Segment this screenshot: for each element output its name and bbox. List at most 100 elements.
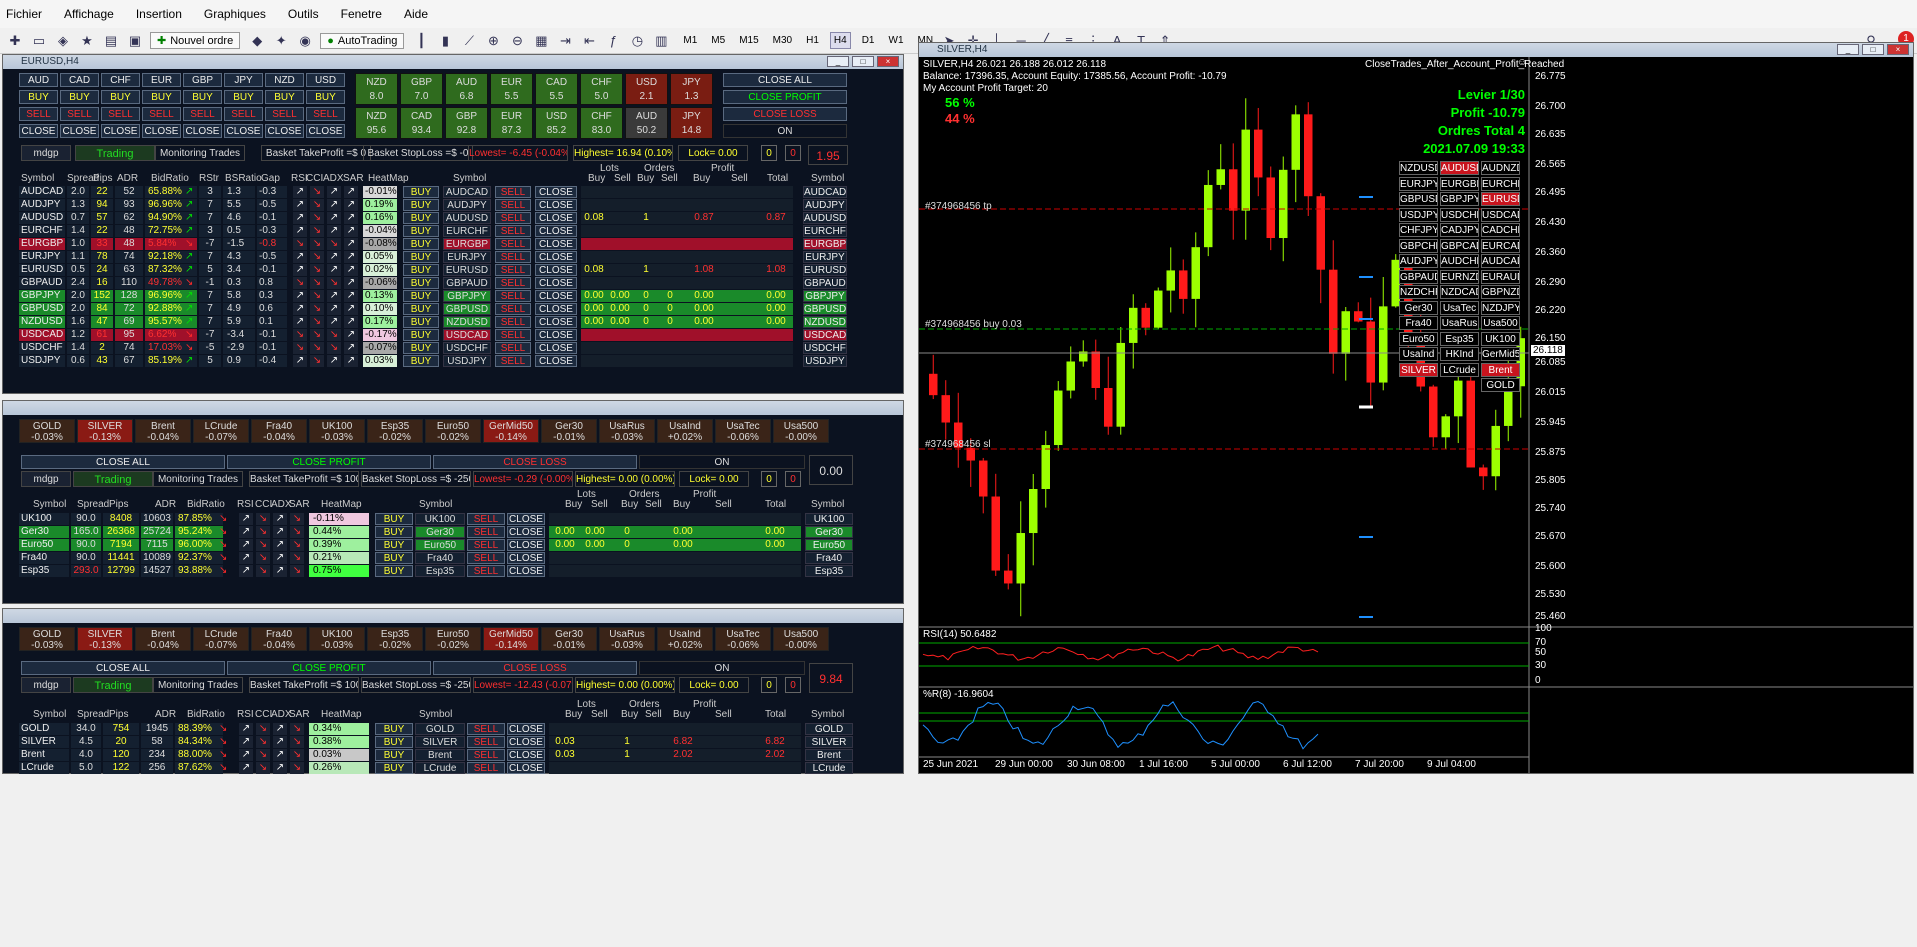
row-close-button[interactable]: CLOSE — [535, 303, 577, 315]
row-close-button[interactable]: CLOSE — [535, 212, 577, 224]
row-buy-button[interactable]: BUY — [375, 565, 413, 577]
row-close-button[interactable]: CLOSE — [535, 316, 577, 328]
row-symbol-cell[interactable]: GOLD — [415, 723, 465, 735]
row-sell-button[interactable]: SELL — [495, 186, 531, 198]
currency-cad-button[interactable]: CAD — [60, 73, 99, 87]
symbol-cell[interactable]: LCrude — [19, 762, 69, 774]
index-usatec[interactable]: UsaTec -0.06% — [715, 419, 771, 443]
close-cad-button[interactable]: CLOSE — [60, 124, 99, 138]
row-buy-button[interactable]: BUY — [375, 736, 413, 748]
symbol-cell[interactable]: USDCHF — [19, 342, 65, 354]
right-symbol-cell[interactable]: GBPUSD — [803, 303, 847, 315]
symbol-cell[interactable]: EURGBP — [19, 238, 65, 250]
index-gold[interactable]: GOLD -0.03% — [19, 419, 75, 443]
symbol-cell[interactable]: NZDUSD — [19, 316, 65, 328]
row-sell-button[interactable]: SELL — [495, 277, 531, 289]
symbol-cell[interactable]: SILVER — [19, 736, 69, 748]
indicators-icon[interactable]: ƒ — [609, 33, 617, 48]
symbol-grid-usdjpy[interactable]: USDJPY — [1399, 207, 1438, 222]
symbol-cell[interactable]: EURJPY — [19, 251, 65, 263]
index-usarus[interactable]: UsaRus -0.03% — [599, 627, 655, 651]
row-buy-button[interactable]: BUY — [403, 225, 439, 237]
row-symbol-cell[interactable]: GBPJPY — [443, 290, 491, 302]
right-symbol-cell[interactable]: SILVER — [805, 736, 853, 748]
row-symbol-cell[interactable]: Euro50 — [415, 539, 465, 551]
right-symbol-cell[interactable]: USDJPY — [803, 355, 847, 367]
close-profit-button[interactable]: CLOSE PROFIT — [227, 661, 431, 675]
row-buy-button[interactable]: BUY — [403, 264, 439, 276]
symbol-cell[interactable]: Esp35 — [19, 565, 69, 577]
symbol-grid-fra40[interactable]: Fra40 — [1399, 316, 1438, 330]
signals-icon[interactable]: ✦ — [275, 32, 287, 48]
timeframe-m1[interactable]: M1 — [683, 35, 698, 46]
row-buy-button[interactable]: BUY — [403, 212, 439, 224]
sell-aud-button[interactable]: SELL — [19, 107, 58, 121]
right-symbol-cell[interactable]: EURGBP — [803, 238, 847, 250]
currency-eur-button[interactable]: EUR — [142, 73, 181, 87]
profiles-icon[interactable]: ▭ — [32, 32, 46, 48]
right-symbol-cell[interactable]: GBPJPY — [803, 290, 847, 302]
close-jpy-button[interactable]: CLOSE — [224, 124, 263, 138]
row-sell-button[interactable]: SELL — [495, 355, 531, 367]
currency-jpy-button[interactable]: JPY — [224, 73, 263, 87]
right-symbol-cell[interactable]: EURUSD — [803, 264, 847, 276]
row-close-button[interactable]: CLOSE — [535, 277, 577, 289]
row-sell-button[interactable]: SELL — [495, 290, 531, 302]
currency-usd-button[interactable]: USD — [306, 73, 345, 87]
row-buy-button[interactable]: BUY — [375, 552, 413, 564]
symbol-grid-usarus[interactable]: UsaRus — [1440, 316, 1479, 330]
row-close-button[interactable]: CLOSE — [535, 238, 577, 250]
tile-icon[interactable]: ▦ — [535, 32, 548, 48]
index-usa500[interactable]: Usa500 -0.00% — [773, 419, 829, 443]
right-symbol-cell[interactable]: LCrude — [805, 762, 853, 774]
symbol-grid-eurnzd[interactable]: EURNZD — [1440, 269, 1479, 284]
symbol-cell[interactable]: Fra40 — [19, 552, 69, 564]
symbol-grid-gold[interactable]: GOLD — [1481, 378, 1520, 392]
right-symbol-cell[interactable]: AUDJPY — [803, 199, 847, 211]
row-buy-button[interactable]: BUY — [403, 238, 439, 250]
close-profit-button[interactable]: CLOSE PROFIT — [227, 455, 431, 469]
index-brent[interactable]: Brent -0.04% — [135, 627, 191, 651]
favorites-icon[interactable]: ★ — [81, 32, 93, 48]
menu-aide[interactable]: Aide — [403, 7, 428, 21]
label-icon[interactable]: T — [1137, 33, 1146, 48]
symbol-grid-germid50[interactable]: GerMid50 — [1481, 347, 1520, 361]
symbol-grid-eurgbp[interactable]: EURGBP — [1440, 176, 1479, 191]
symbol-cell[interactable]: Brent — [19, 749, 69, 761]
right-symbol-cell[interactable]: Ger30 — [805, 526, 853, 538]
row-sell-button[interactable]: SELL — [467, 513, 505, 525]
row-symbol-cell[interactable]: EURGBP — [443, 238, 491, 250]
right-symbol-cell[interactable]: Esp35 — [805, 565, 853, 577]
row-buy-button[interactable]: BUY — [403, 290, 439, 302]
symbol-cell[interactable]: Ger30 — [19, 526, 69, 538]
menu-insertion[interactable]: Insertion — [135, 7, 182, 21]
close-all-button[interactable]: CLOSE ALL — [723, 73, 847, 87]
row-buy-button[interactable]: BUY — [403, 251, 439, 263]
row-sell-button[interactable]: SELL — [495, 251, 531, 263]
symbol-grid-audnzd[interactable]: AUDNZD — [1481, 161, 1520, 175]
timeframe-m30[interactable]: M30 — [772, 35, 793, 46]
row-close-button[interactable]: CLOSE — [535, 225, 577, 237]
symbol-grid-usdchf[interactable]: USDCHF — [1440, 207, 1479, 222]
row-close-button[interactable]: CLOSE — [507, 513, 545, 525]
close-loss-button[interactable]: CLOSE LOSS — [723, 107, 847, 121]
symbol-grid-eurchf[interactable]: EURCHF — [1481, 176, 1520, 191]
on-toggle[interactable]: ON — [639, 455, 805, 469]
right-symbol-cell[interactable]: EURCHF — [803, 225, 847, 237]
row-buy-button[interactable]: BUY — [375, 762, 413, 774]
trendline-icon[interactable]: ╱ — [1041, 32, 1049, 48]
row-sell-button[interactable]: SELL — [467, 749, 505, 761]
index-germid50[interactable]: GerMid50 -0.14% — [483, 419, 539, 443]
index-silver[interactable]: SILVER -0.13% — [77, 419, 133, 443]
symbol-grid-eurcad[interactable]: EURCAD — [1481, 238, 1520, 253]
symbol-grid-gbpchf[interactable]: GBPCHF — [1399, 238, 1438, 253]
symbol-grid-silver[interactable]: SILVER — [1399, 362, 1438, 377]
close-usd-button[interactable]: CLOSE — [306, 124, 345, 138]
buy-eur-button[interactable]: BUY — [142, 90, 181, 104]
symbol-grid-gbpjpy[interactable]: GBPJPY — [1440, 192, 1479, 206]
symbol-grid-euraud[interactable]: EURAUD — [1481, 269, 1520, 284]
index-usa500[interactable]: Usa500 -0.00% — [773, 627, 829, 651]
row-symbol-cell[interactable]: Brent — [415, 749, 465, 761]
timeframe-m5[interactable]: M5 — [711, 35, 726, 46]
buy-cad-button[interactable]: BUY — [60, 90, 99, 104]
